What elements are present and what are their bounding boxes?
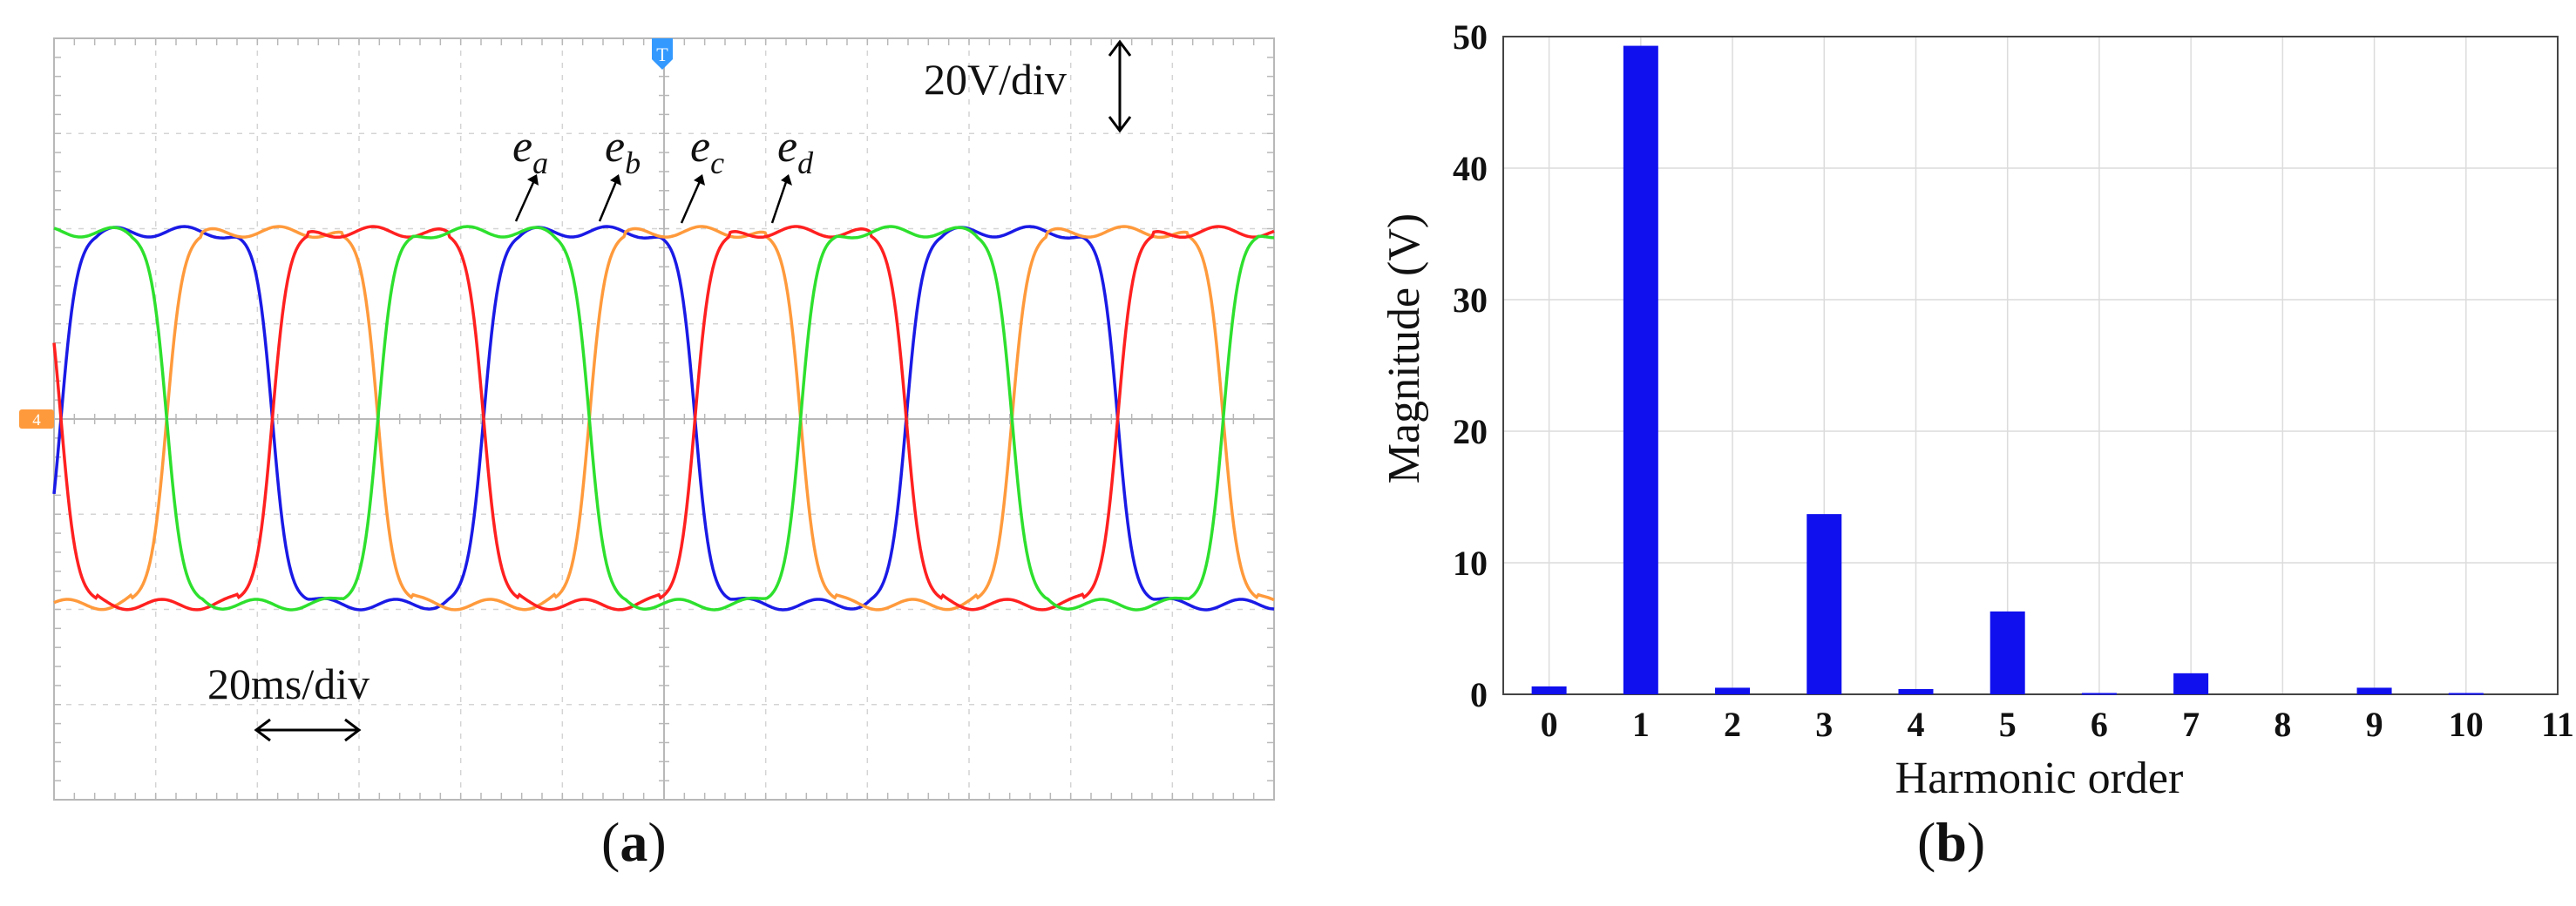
bar-series bbox=[1531, 45, 2484, 695]
svg-text:ed: ed bbox=[777, 122, 814, 180]
x-tick-label: 7 bbox=[2182, 705, 2200, 744]
bar-0 bbox=[1531, 686, 1567, 694]
svg-text:eb: eb bbox=[605, 122, 641, 180]
bar-9 bbox=[2356, 687, 2392, 694]
x-tick-label: 3 bbox=[1815, 705, 1833, 744]
trace-ec bbox=[52, 225, 1275, 612]
x-tick-label: 4 bbox=[1907, 705, 1924, 744]
channel-marker: 4 bbox=[19, 409, 54, 429]
caption-b: (b) bbox=[1917, 811, 1986, 873]
y-axis-label: Magnitude (V) bbox=[1380, 213, 1429, 483]
bar-5 bbox=[1990, 611, 2025, 694]
bar-4 bbox=[1898, 688, 1934, 694]
caption-b-letter: b bbox=[1935, 811, 1967, 873]
bar-10 bbox=[2448, 693, 2484, 695]
harmonic-bar-chart: 0 10 20 30 40 50 0 1 2 3 4 5 6 7 8 9 10 11 Harmonic orde… bbox=[1380, 17, 2574, 801]
x-tick-label: 0 bbox=[1541, 705, 1558, 744]
y-tick-label: 0 bbox=[1470, 675, 1488, 714]
x-axis-label: Harmonic order bbox=[1895, 754, 2184, 801]
y-tick-label: 20 bbox=[1453, 412, 1488, 451]
bar-chart-grid bbox=[1502, 36, 2559, 695]
volt-scale-arrow bbox=[1108, 39, 1132, 133]
bar-6 bbox=[2081, 693, 2117, 695]
bar-3 bbox=[1807, 514, 1842, 694]
trace-label-ec-sub: c bbox=[710, 145, 724, 180]
caption-a-letter: a bbox=[620, 811, 648, 873]
y-tick-label: 50 bbox=[1453, 17, 1488, 57]
x-tick-label: 5 bbox=[1999, 705, 2017, 744]
x-tick-label: 9 bbox=[2366, 705, 2383, 744]
time-scale-label: 20ms/div bbox=[207, 659, 369, 708]
trace-label-ed: ed bbox=[770, 122, 814, 224]
y-tick-label: 40 bbox=[1453, 149, 1488, 188]
trace-label-ed-sub: d bbox=[797, 145, 814, 180]
trace-eb bbox=[53, 225, 1275, 612]
plot-frame bbox=[1502, 36, 2559, 695]
scope-traces bbox=[52, 225, 1275, 612]
trace-label-ea-base: e bbox=[512, 122, 532, 172]
scope-grid bbox=[53, 37, 1275, 801]
y-tick-label: 30 bbox=[1453, 281, 1488, 320]
trace-label-eb: eb bbox=[598, 122, 641, 222]
time-scale-arrow bbox=[254, 718, 362, 742]
bar-1 bbox=[1623, 45, 1658, 694]
x-tick-label: 1 bbox=[1632, 705, 1650, 744]
trace-label-ed-base: e bbox=[777, 122, 797, 172]
x-tick-label: 8 bbox=[2274, 705, 2291, 744]
trace-ea bbox=[52, 225, 1275, 612]
bar-7 bbox=[2173, 673, 2209, 694]
trace-labels: ea eb ec ed bbox=[512, 122, 814, 224]
channel-marker-label: 4 bbox=[32, 411, 41, 429]
svg-text:ec: ec bbox=[690, 122, 724, 180]
oscilloscope-panel: T 4 20V/div 20ms/div ea eb ec bbox=[19, 37, 1275, 801]
x-tick-label: 11 bbox=[2541, 705, 2574, 744]
x-tick-labels: 0 1 2 3 4 5 6 7 8 9 10 11 bbox=[1541, 705, 2574, 744]
trace-ed bbox=[53, 225, 1275, 612]
trigger-marker-label: T bbox=[656, 44, 668, 65]
trace-label-ea: ea bbox=[512, 122, 548, 222]
bar-2 bbox=[1715, 687, 1751, 694]
y-tick-labels: 0 10 20 30 40 50 bbox=[1453, 17, 1488, 714]
svg-text:ea: ea bbox=[512, 122, 548, 180]
caption-a: (a) bbox=[601, 811, 667, 873]
trace-label-ec-base: e bbox=[690, 122, 710, 172]
trace-label-ec: ec bbox=[680, 122, 724, 224]
x-tick-label: 2 bbox=[1724, 705, 1741, 744]
y-tick-label: 10 bbox=[1453, 544, 1488, 583]
trace-label-eb-sub: b bbox=[625, 145, 641, 180]
trace-label-ea-sub: a bbox=[532, 145, 548, 180]
trace-label-eb-base: e bbox=[605, 122, 625, 172]
trigger-marker: T bbox=[652, 38, 673, 70]
x-tick-label: 10 bbox=[2449, 705, 2484, 744]
volt-scale-label: 20V/div bbox=[924, 55, 1067, 104]
x-tick-label: 6 bbox=[2091, 705, 2108, 744]
